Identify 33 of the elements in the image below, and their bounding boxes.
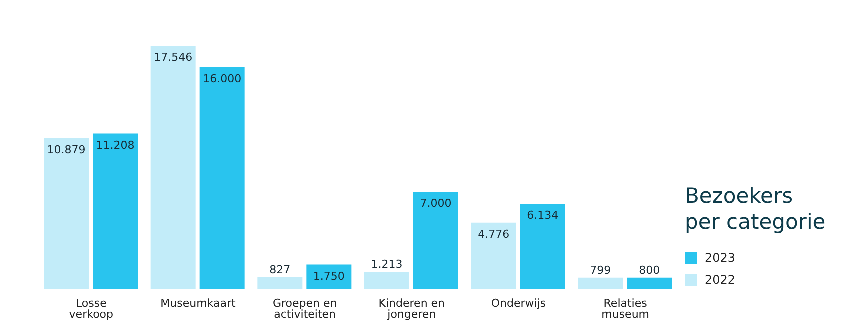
- bar: [520, 204, 566, 289]
- bar: [44, 138, 89, 289]
- data-label: 799: [590, 264, 612, 277]
- bar: [414, 192, 458, 289]
- bar: [627, 278, 672, 289]
- data-label: 16.000: [203, 72, 242, 86]
- data-label: 1.750: [313, 270, 345, 283]
- x-tick-label: Groepen en activiteiten: [272, 296, 338, 321]
- bar: [150, 46, 196, 289]
- data-label: 6.134: [527, 209, 559, 222]
- data-label: 10.879: [47, 143, 86, 156]
- bar: [306, 264, 352, 289]
- x-tick-label: Onderwijs: [491, 296, 546, 310]
- bar: [200, 67, 245, 289]
- legend-label: 2022: [704, 273, 737, 287]
- bar: [471, 222, 516, 289]
- x-tick-label: Relaties museum: [602, 296, 650, 321]
- data-label: 17.546: [154, 51, 193, 64]
- data-label: 827: [270, 264, 291, 277]
- data-label: 1.213: [371, 258, 403, 272]
- legend-label: 2023: [704, 251, 737, 265]
- x-tick-label: Kinderen en jongeren: [378, 296, 446, 321]
- bar: [364, 272, 410, 289]
- bar: [258, 278, 303, 289]
- text: Bezoekers per categorie: [685, 183, 827, 235]
- data-label: 7.000: [420, 197, 452, 210]
- x-tick-label: Losse verkoop: [69, 296, 114, 321]
- data-label: 11.208: [96, 138, 135, 152]
- bar: [93, 134, 138, 289]
- x-tick-label: Museumkaart: [160, 296, 236, 310]
- data-label: 800: [639, 264, 660, 277]
- data-label: 4.776: [478, 228, 510, 241]
- bar: [578, 278, 624, 289]
